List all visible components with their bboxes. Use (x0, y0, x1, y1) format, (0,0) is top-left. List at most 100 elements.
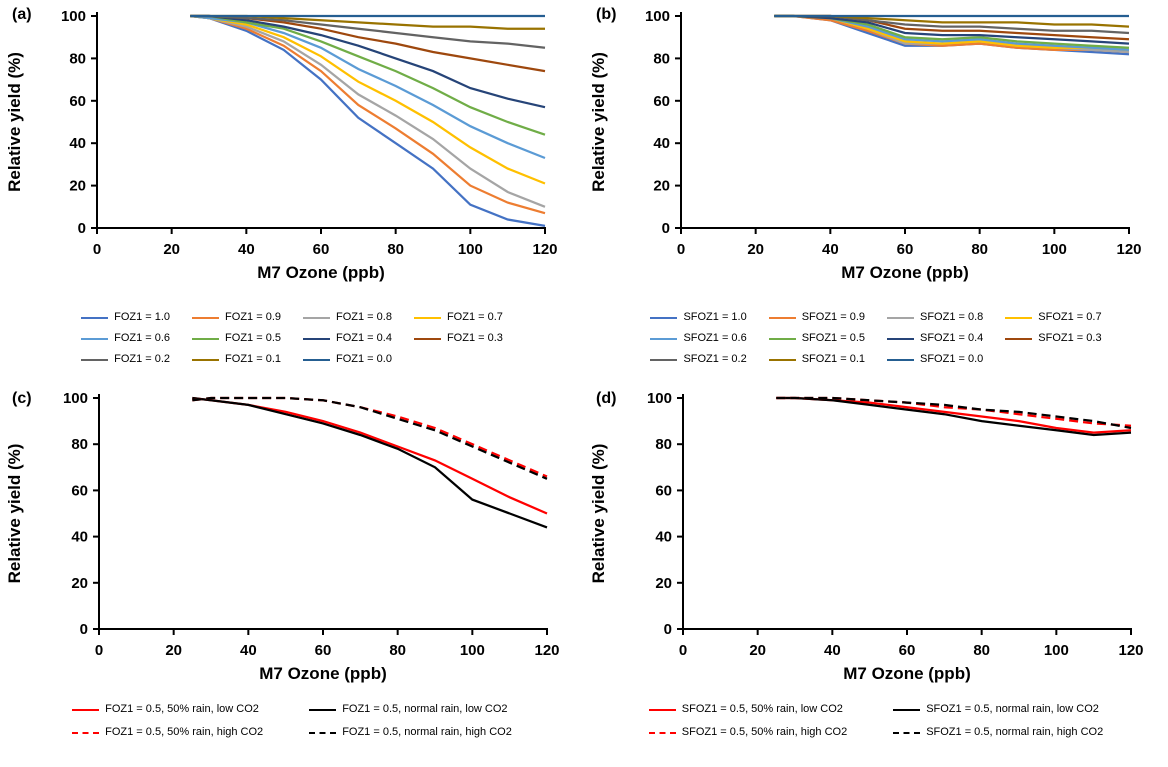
y-tick-label: 100 (61, 8, 86, 25)
panel-b: (b) 0 20 40 60 80 100 120 0 20 40 60 80 100 M7 Ozone … (584, 0, 1168, 384)
legend-item: FOZ1 = 0.8 (303, 311, 392, 324)
chart-canvas-a: 0 20 40 60 80 100 120 0 20 40 60 80 100 M7 Ozone (ppb… (5, 8, 558, 282)
legend-item: SFOZ1 = 0.5, normal rain, high CO2 (893, 726, 1103, 739)
legend-item: SFOZ1 = 1.0 (650, 311, 747, 324)
series-line-sfoz1-0-4 (774, 14, 1130, 45)
legend-label: SFOZ1 = 0.0 (920, 353, 984, 365)
legend-item: FOZ1 = 0.5, 50% rain, low CO2 (72, 703, 263, 716)
x-tick-label: 120 (1118, 642, 1143, 659)
legend-line-swatch (768, 316, 796, 319)
y-tick-label: 80 (655, 436, 672, 453)
x-tick-label: 20 (747, 241, 764, 258)
y-tick-label: 40 (655, 529, 672, 546)
legend-line-swatch (650, 358, 678, 361)
legend-line-swatch (893, 731, 921, 734)
x-tick-label: 100 (1044, 642, 1069, 659)
legend-line-swatch (887, 358, 914, 361)
y-axis-title: Relative yield (%) (589, 52, 608, 192)
legend-line-swatch (887, 337, 914, 340)
legend-item: SFOZ1 = 0.5, normal rain, low CO2 (893, 703, 1103, 716)
series-line-sfoz1-0-5-50-rain-high-co2 (776, 396, 1132, 427)
legend-item: SFOZ1 = 0.0 (887, 353, 983, 366)
legend-d: SFOZ1 = 0.5, 50% rain, low CO2 SFOZ1 = 0.… (584, 703, 1168, 739)
x-tick-label: 40 (238, 241, 255, 258)
legend-label: SFOZ1 = 0.2 (683, 353, 747, 365)
chart-b: 0 20 40 60 80 100 120 0 20 40 60 80 100 M7 Ozone (ppb… (584, 0, 1168, 287)
x-tick-label: 60 (313, 241, 330, 258)
legend-item: SFOZ1 = 0.4 (887, 332, 983, 345)
legend-b: SFOZ1 = 1.0 SFOZ1 = 0.9 SFOZ1 = 0.8 SFOZ1 =… (584, 311, 1168, 366)
y-tick-label: 40 (653, 135, 670, 152)
legend-line-swatch (81, 358, 109, 361)
tick-labels-a: 0 20 40 60 80 100 120 0 20 40 60 80 100 (61, 8, 558, 258)
legend-item: FOZ1 = 0.1 (192, 353, 281, 366)
x-tick-label: 80 (389, 642, 406, 659)
legend-line-swatch (72, 731, 100, 734)
legend-item: FOZ1 = 0.7 (413, 311, 503, 324)
x-tick-label: 60 (897, 241, 914, 258)
series-line-foz1-0-5-normal-rain-low-co2 (192, 396, 548, 529)
x-tick-label: 80 (973, 642, 990, 659)
legend-item: SFOZ1 = 0.7 (1005, 311, 1102, 324)
legend-label: FOZ1 = 0.2 (114, 353, 171, 365)
legend-item: SFOZ1 = 0.3 (1005, 332, 1102, 345)
legend-line-swatch (309, 731, 337, 734)
y-tick-label: 20 (71, 575, 88, 592)
legend-item: FOZ1 = 0.4 (303, 332, 392, 345)
legend-line-swatch (72, 708, 100, 711)
legend-label: FOZ1 = 0.5, 50% rain, low CO2 (105, 703, 259, 715)
axes-c (93, 394, 548, 635)
series-line-sfoz1-0-9 (774, 14, 1130, 54)
legend-label: FOZ1 = 0.9 (225, 311, 281, 323)
chart-c: 0 20 40 60 80 100 120 0 20 40 60 80 100 M7 Ozone (ppb… (0, 384, 584, 691)
x-tick-label: 100 (1042, 241, 1067, 258)
y-tick-label: 0 (80, 621, 88, 638)
y-axis-title: Relative yield (%) (5, 444, 24, 584)
legend-item: FOZ1 = 0.0 (303, 353, 392, 366)
y-axis-title: Relative yield (%) (5, 52, 24, 192)
x-tick-label: 60 (899, 642, 916, 659)
y-tick-label: 0 (78, 220, 86, 237)
x-axis-title: M7 Ozone (ppb) (257, 263, 384, 282)
legend-item: FOZ1 = 0.5, 50% rain, high CO2 (72, 726, 263, 739)
legend-label: SFOZ1 = 0.5, 50% rain, low CO2 (681, 703, 843, 715)
legend-item: SFOZ1 = 0.2 (650, 353, 747, 366)
legend-label: FOZ1 = 0.4 (336, 332, 392, 344)
legend-label: SFOZ1 = 0.7 (1038, 311, 1102, 323)
y-tick-label: 40 (71, 529, 88, 546)
legend-label: FOZ1 = 1.0 (114, 311, 171, 323)
x-axis-title: M7 Ozone (ppb) (841, 263, 968, 282)
legend-line-swatch (413, 337, 441, 340)
series-line-foz1-0-5 (190, 14, 546, 136)
x-tick-label: 0 (93, 241, 101, 258)
series-group-a (190, 14, 546, 228)
x-tick-label: 20 (749, 642, 766, 659)
panel-c: (c) 0 20 40 60 80 100 120 0 20 40 60 80 100 M7 Ozone … (0, 384, 584, 767)
legend-label: SFOZ1 = 0.6 (683, 332, 747, 344)
legend-a: FOZ1 = 1.0 FOZ1 = 0.9 FOZ1 = 0.8 FOZ1 = 0.7… (0, 311, 584, 366)
series-line-foz1-0-9 (190, 14, 546, 215)
x-tick-label: 100 (458, 241, 483, 258)
series-line-foz1-0-5-normal-rain-high-co2 (192, 396, 548, 480)
legend-label: SFOZ1 = 0.4 (920, 332, 984, 344)
y-tick-label: 20 (653, 178, 670, 195)
legend-item: FOZ1 = 0.9 (192, 311, 281, 324)
legend-label: FOZ1 = 0.6 (114, 332, 171, 344)
y-tick-label: 80 (71, 436, 88, 453)
series-line-foz1-1-0 (190, 14, 546, 228)
y-tick-label: 60 (655, 482, 672, 499)
legend-label: FOZ1 = 0.5, normal rain, high CO2 (342, 726, 512, 738)
legend-label: SFOZ1 = 0.5, 50% rain, high CO2 (681, 726, 848, 738)
panel-label-a: (a) (12, 6, 32, 23)
legend-label: SFOZ1 = 0.3 (1038, 332, 1102, 344)
series-line-sfoz1-0-5-normal-rain-low-co2 (776, 396, 1132, 437)
legend-line-swatch (192, 316, 220, 319)
chart-a: 0 20 40 60 80 100 120 0 20 40 60 80 100 M7 Ozone (ppb… (0, 0, 584, 287)
legend-label: FOZ1 = 0.5, normal rain, low CO2 (342, 703, 508, 715)
panel-label-c: (c) (12, 390, 32, 407)
legend-label: SFOZ1 = 1.0 (683, 311, 747, 323)
panel-label-d: (d) (596, 390, 617, 407)
y-tick-label: 0 (662, 220, 670, 237)
y-tick-label: 100 (63, 390, 88, 407)
